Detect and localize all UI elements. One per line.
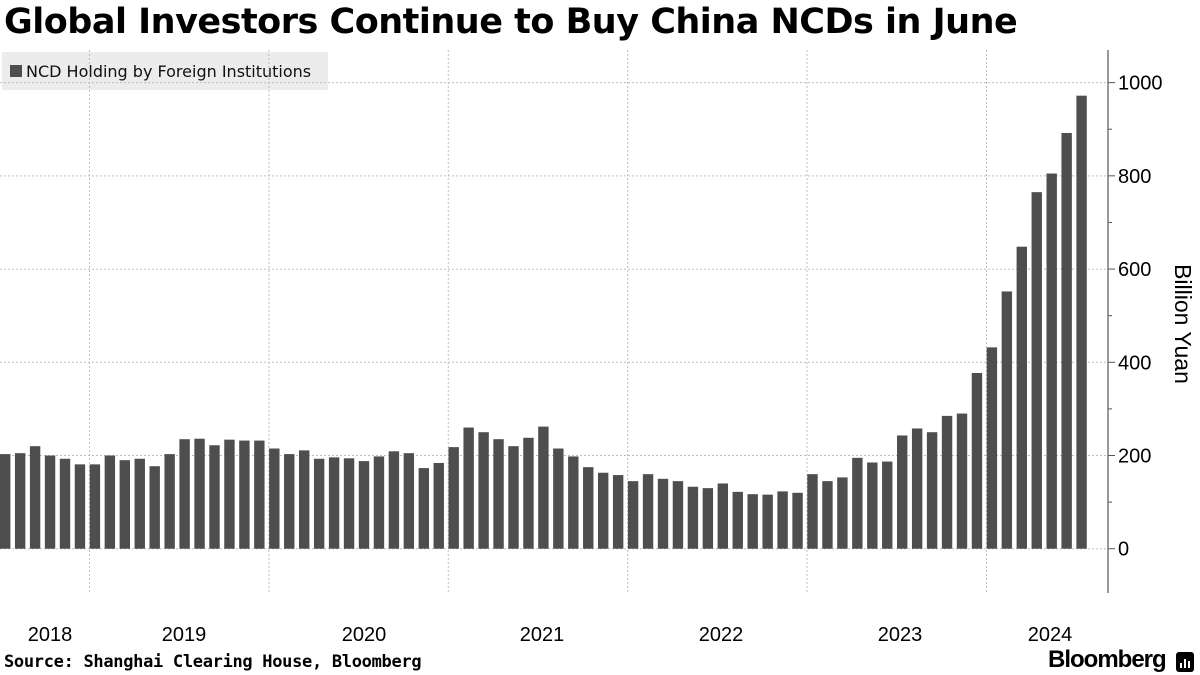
bar (1001, 291, 1013, 549)
bar (702, 488, 714, 549)
bar (852, 457, 863, 549)
bar (956, 413, 968, 549)
bar (732, 491, 743, 549)
bar (269, 448, 280, 549)
x-tick-label: 2019 (162, 624, 207, 646)
bar (642, 474, 654, 549)
bar (971, 373, 983, 549)
bar (508, 446, 519, 549)
y-tick-label: 0 (1118, 539, 1129, 561)
bar (284, 454, 295, 549)
bar (672, 481, 684, 549)
bar (717, 483, 728, 549)
bar (792, 492, 803, 549)
bar (897, 435, 908, 549)
bar (313, 458, 325, 549)
bar (59, 458, 71, 549)
bar (44, 455, 56, 549)
bar (358, 461, 370, 549)
bar (1031, 192, 1042, 549)
bar (612, 475, 624, 549)
bar (478, 432, 489, 549)
bar (986, 347, 998, 549)
bar (239, 440, 250, 549)
bar (657, 478, 669, 549)
bar (598, 472, 609, 549)
bar (299, 450, 310, 549)
bar (1016, 246, 1027, 549)
bar (418, 468, 429, 549)
bar (1046, 173, 1057, 549)
bar (837, 477, 848, 549)
bar (343, 458, 355, 549)
bar (328, 457, 340, 549)
bar (777, 491, 788, 549)
bloomberg-logo: Bloomberg (1048, 646, 1167, 673)
bar (164, 454, 175, 549)
bar (463, 427, 474, 549)
y-axis-title: Billion Yuan (1170, 264, 1196, 384)
bar (134, 458, 145, 549)
y-tick-label: 600 (1118, 259, 1151, 281)
bar (1076, 95, 1087, 549)
bloomberg-terminal-icon (1176, 652, 1194, 672)
bar (1061, 132, 1072, 549)
x-tick-label: 2022 (699, 624, 744, 646)
bar (807, 474, 818, 549)
bar (448, 447, 459, 549)
bar (553, 448, 564, 549)
y-tick-label: 200 (1118, 446, 1151, 468)
bar (74, 464, 86, 549)
bar (882, 461, 893, 549)
bar (687, 486, 699, 549)
x-tick-label: 2018 (28, 624, 73, 646)
bar (29, 446, 41, 549)
x-tick-label: 2023 (878, 624, 923, 646)
source-note: Source: Shanghai Clearing House, Bloombe… (4, 652, 422, 672)
bar (254, 440, 265, 549)
y-tick-label: 400 (1118, 352, 1151, 374)
bar (627, 481, 639, 549)
bar (583, 467, 594, 549)
bar (568, 456, 579, 549)
x-tick-label: 2020 (342, 624, 387, 646)
bar (911, 428, 923, 549)
bar (523, 437, 534, 549)
bar (538, 426, 549, 549)
legend: NCD Holding by Foreign Institutions (2, 52, 328, 90)
bar (747, 494, 758, 549)
bar (224, 439, 235, 549)
bar (433, 462, 444, 549)
bar (867, 462, 878, 549)
bar (373, 456, 385, 549)
bar (762, 494, 773, 549)
bar (493, 439, 504, 549)
chart-title: Global Investors Continue to Buy China N… (4, 2, 1018, 42)
bar (194, 438, 205, 549)
bar (179, 439, 190, 549)
bar (209, 445, 220, 549)
x-tick-label: 2024 (1028, 624, 1073, 646)
bar (388, 451, 400, 549)
bar (104, 455, 116, 549)
x-tick-label: 2021 (520, 624, 565, 646)
bar (926, 432, 938, 549)
bar (14, 453, 26, 549)
bar (0, 454, 11, 549)
bar (822, 481, 833, 549)
bar (119, 460, 130, 549)
y-tick-label: 800 (1118, 166, 1151, 188)
legend-label: NCD Holding by Foreign Institutions (26, 62, 312, 81)
bar (941, 415, 953, 549)
bar (149, 466, 160, 549)
y-tick-label: 1000 (1118, 73, 1163, 95)
bar (89, 464, 101, 549)
legend-swatch (10, 65, 22, 77)
bar (403, 453, 415, 549)
